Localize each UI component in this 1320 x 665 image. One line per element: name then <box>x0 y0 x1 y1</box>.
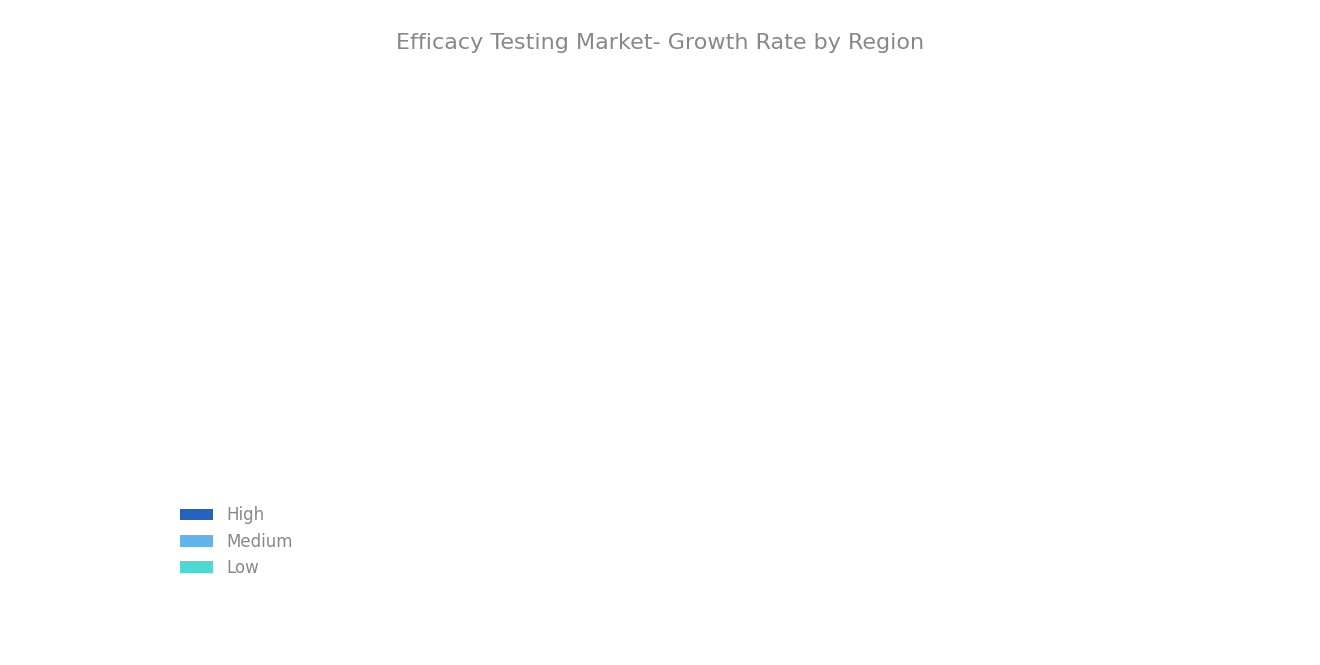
Text: Efficacy Testing Market- Growth Rate by Region: Efficacy Testing Market- Growth Rate by … <box>396 33 924 53</box>
Legend: High, Medium, Low: High, Medium, Low <box>173 499 300 583</box>
